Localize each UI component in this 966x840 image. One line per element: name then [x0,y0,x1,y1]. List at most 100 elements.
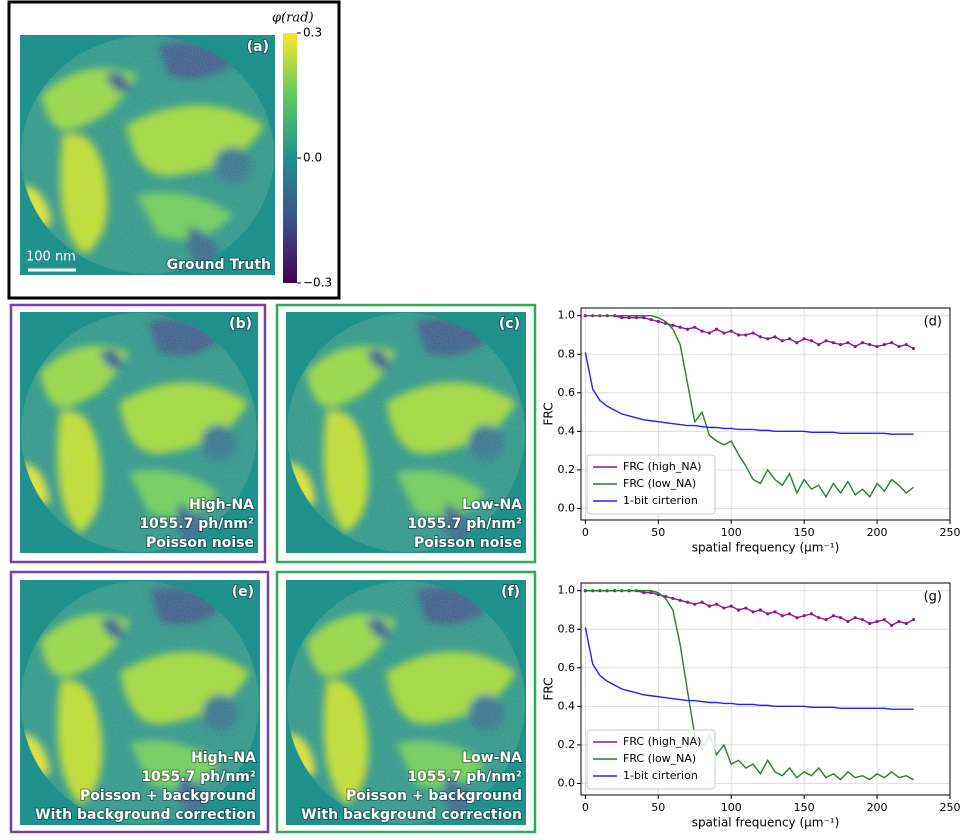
series-marker [860,618,865,622]
series-marker [729,329,733,333]
panel-caption: Low-NA [462,497,522,513]
y-tick-label: 1.0 [558,309,576,322]
series-marker [824,618,828,622]
y-tick-label: 0.2 [558,463,576,476]
series-marker [773,610,777,614]
colorbar-title: φ(rad) [272,11,314,26]
y-tick-label: 1.0 [558,584,576,597]
series-marker [904,343,908,347]
series-marker [685,327,690,331]
panel-label: (g) [924,590,942,605]
series-marker [685,600,690,604]
panel-caption: Poisson + background [346,788,522,804]
colorbar-tick-label: 0.3 [303,26,322,40]
series-marker [722,606,726,610]
series-marker [722,331,726,335]
series-marker [671,323,675,327]
panel-frame [9,303,267,564]
legend-label: FRC (low_NA) [623,477,696,490]
series-marker [809,339,814,343]
series-marker [642,591,646,595]
series-marker [817,616,821,620]
series-marker [802,614,806,618]
colorbar-tick-label: −0.3 [303,276,332,290]
series-marker [817,343,821,347]
panel-frame [7,0,341,300]
series-marker [693,325,697,329]
x-tick-label: 200 [867,801,888,814]
y-axis-label: FRC [542,677,556,700]
series-marker [787,337,792,341]
series-marker [671,596,675,601]
series-marker [787,612,792,616]
x-tick-label: 100 [721,801,742,814]
series-marker [700,329,704,333]
y-tick-label: 0.8 [558,347,576,360]
series-marker [795,616,799,620]
x-tick-label: 200 [867,526,888,539]
series-marker [744,333,748,337]
x-tick-label: 50 [651,526,665,539]
panel-caption: 1055.7 ph/nm² [139,516,254,532]
series-marker [860,341,865,345]
series-marker [875,344,879,349]
panel-label: (f) [501,584,520,600]
y-tick-label: 0.4 [558,424,576,437]
y-tick-label: 0.6 [558,386,576,399]
panel-label: (b) [229,316,252,332]
series-marker [890,341,894,345]
series-marker [773,335,777,339]
legend-label: FRC (low_NA) [623,752,696,765]
series-marker [853,344,857,349]
legend-label: 1-bit cirterion [623,494,698,507]
x-axis-label: spatial frequency (μm⁻¹) [692,541,840,555]
series-marker [744,606,748,610]
legend-label: FRC (high_NA) [623,735,701,748]
panel-caption: Poisson + background [80,788,256,804]
series-marker [868,343,872,347]
y-tick-label: 0.4 [558,699,576,712]
series-line [585,315,914,499]
y-tick-label: 0.0 [558,501,576,514]
series-marker [875,619,879,624]
scale-bar-label: 100 nm [26,250,76,265]
panel-frame [275,570,537,834]
panel-frame [9,570,270,834]
y-tick-label: 0.0 [558,776,576,789]
series-marker [649,591,653,595]
y-tick-label: 0.8 [558,622,576,635]
series-marker [678,325,682,329]
panel-caption: High-NA [189,497,254,513]
series-line [584,352,914,435]
panel-caption: High-NA [191,750,256,766]
legend-label: 1-bit cirterion [623,769,698,782]
series-marker [642,316,646,320]
panel-frame [275,303,537,564]
series-marker [736,608,741,612]
series-marker [911,618,916,622]
series-line [585,315,914,350]
plot-frame [580,307,951,521]
series-marker [758,608,762,612]
series-marker [678,598,682,602]
panel-caption: With background correction [35,807,256,823]
series-marker [707,604,711,608]
series-marker [649,317,653,322]
series-marker [780,614,784,618]
series-marker [700,600,704,604]
series-marker [656,319,660,324]
series-marker [751,610,755,614]
x-tick-label: 0 [582,801,589,814]
x-tick-label: 100 [721,526,742,539]
series-marker [766,337,770,341]
panel-caption: 1055.7 ph/nm² [141,769,256,785]
legend-box [586,729,716,790]
series-marker [904,621,908,626]
series-marker [729,604,733,608]
x-tick-label: 150 [794,801,815,814]
series-marker [634,316,639,320]
series-marker [824,339,828,343]
series-marker [802,337,806,341]
series-marker [897,619,901,624]
